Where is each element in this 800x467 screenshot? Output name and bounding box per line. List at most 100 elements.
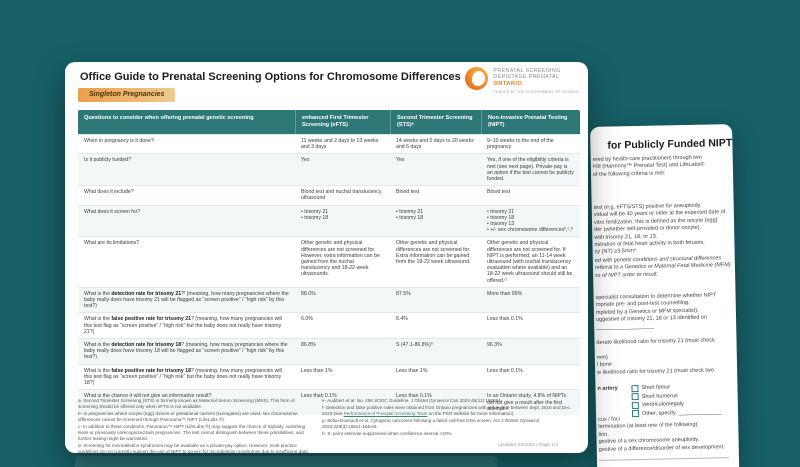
footnote-e: e- Audibert et al. No. 456 SOGC Guidelin… [322,398,502,403]
efts-cell: Other genetic and physical differences a… [301,240,380,278]
pso-logo: PRENATAL SCREENING DÉPISTAGE PRÉNATAL ON… [465,67,579,95]
table-row: What are its limitations? Other genetic … [78,236,580,287]
nipt-cell: 96.3% [487,342,502,349]
logo-line-fr: DÉPISTAGE PRÉNATAL [493,74,560,81]
table-row: Is it publicly funded? Yes Yes Yes, if o… [78,153,580,186]
sts-cell: Less than 0.1% [396,393,432,400]
sts-cell: Blood test [396,189,420,196]
page2-divider [598,457,729,461]
table-row: What does it screen for? • trisomy 21 • … [78,204,580,237]
question-cell: What does it include? [84,189,134,196]
table-row: When in pregnancy is it done? 11 weeks a… [78,134,580,154]
sts-cell: Other genetic and physical differences a… [396,240,471,266]
page2-criteria-list: test (e.g. eFTS/STS) positive for aneupl… [593,202,726,256]
footnote-g: g- Bellai-Dussault et al. Cytogenic outc… [322,417,540,429]
logo-line-en: PRENATAL SCREENING [493,68,561,74]
table-row: What is the detection rate for trisomy 2… [78,286,580,313]
footnote-h: h- S: point estimate suppressed when con… [322,430,453,436]
page2-likelihood-heading: derate likelihood ratio for trisomy 21 (… [596,337,715,346]
question-cell: What is the false positive rate for tris… [84,367,282,387]
nipt-cell: Other genetic and physical differences a… [487,240,573,284]
checkbox-icon [631,401,639,409]
sts-cell: S (47.1-86.8%)ʰ [396,342,433,349]
nipt-cell: Yes, if one of the eligibility criteria … [487,157,574,183]
question-cell: What are its limitations? [84,240,140,247]
artery-text-fragment: n artery [597,385,618,392]
efts-cell: Less than 0.1% [301,393,337,400]
checkbox-label: Short femur [641,384,671,391]
page2-eligibility-sheet: for Publicly Funded NIPT ered by health-… [590,124,740,467]
screening-options-table: Questions to consider when offering pren… [78,110,580,415]
checkbox-icon [631,393,639,401]
efts-cell: 11 weeks and 2 days to 13 weeks and 3 da… [301,138,379,151]
footnotes-right-column: e- Audibert et al. No. 456 SOGC Guidelin… [322,398,580,453]
checkbox-column: Short femur Short humerus Ventriculomega… [631,382,722,418]
nipt-cell: Blood test [487,189,511,196]
page-title: Office Guide to Prenatal Screening Optio… [80,71,461,83]
efts-cell: 86.8% [301,342,316,349]
logo-line-ontario: ONTARIO [493,80,523,87]
pso-logo-icon [465,67,489,90]
question-cell: When in pregnancy is it done? [84,138,154,144]
logo-line-funded: FUNDED BY THE GOVERNMENT OF ONTARIO [493,89,579,94]
performance-report-link[interactable]: Performance of Prenatal Screening Tests [343,410,428,416]
nipt-cell: Less than 0.1% [487,367,523,374]
sts-cell: 87.5% [396,290,411,297]
page2-title: for Publicly Funded NIPT [607,137,733,152]
question-cell: What is the detection rate for trisomy 2… [84,290,289,310]
table-row: What is the detection rate for trisomy 1… [78,338,580,364]
question-cell: What is the detection rate for trisomy 1… [84,342,288,361]
table-row: What is the false positive rate for tris… [78,363,580,390]
efts-cell: Blood test and nuchal translucency ultra… [301,189,382,202]
nipt-cell: 9–10 weeks to the end of the pregnancy [487,138,554,151]
nipt-cell: • trisomy 21 • trisomy 18 • trisomy 13 •… [487,208,573,234]
header-questions: Questions to consider when offering pren… [84,114,254,121]
singleton-pregnancies-badge: Singleton Pregnancies [78,88,176,102]
footnote-f: f- Detection and false positive rates we… [322,404,572,416]
efts-cell: • trisomy 21 • trisomy 18 [301,208,329,221]
sts-cell: 8.4% [396,316,408,323]
footnote-a: a- Second Trimester Screening (STS) is f… [78,398,295,410]
third-sheet-edge [75,456,497,467]
nipt-cell: Less than 0.1% [487,316,523,323]
page2-likelihood-items: mm) l bone w likelihood ratio for trisom… [596,354,714,376]
nipt-cell: In an Ontario study, 4.8% of NIPTs did n… [487,393,567,412]
checkbox-label: Ventriculomegaly [641,401,684,408]
table-row: What does it include? Blood test and nuc… [78,185,580,205]
page-footer: Updated 03/2025 | Page 1/2 [498,443,558,448]
footnote-d: d- Screening for microdeletion syndromes… [78,442,308,453]
efts-cell: 88.0% [301,290,316,297]
sts-cell: 14 weeks and 0 days to 20 weeks and 6 da… [396,138,474,151]
pso-logo-text: PRENATAL SCREENING DÉPISTAGE PRÉNATAL ON… [493,67,579,95]
nipt-cell: More than 99% [487,290,523,297]
sts-cell: • trisomy 21 • trisomy 18 [396,208,424,221]
footnote-b: b- In pregnancies where oocyte (egg) don… [78,410,298,423]
checkbox-label: Short humerus [641,392,678,400]
sts-cell: Less than 1% [396,367,428,374]
header-efts: enhanced First Trimester Screening (eFTS… [295,110,390,134]
question-cell: What is the false positive rate for tris… [84,316,282,335]
page2-italic-note: ed with genetic conditions and structura… [594,255,731,279]
footnotes: a- Second Trimester Screening (STS) is f… [78,398,580,453]
page2-intro-text: ered by health-care practitioners throug… [592,154,705,178]
page2-checkbox-section: n artery Short femur Short humerus Ventr… [597,382,735,418]
table-header-row: Questions to consider when offering pren… [78,110,580,134]
page2-section2-text: specialist consultation to determine whe… [595,292,717,331]
table-row: What is the chance it will not give an i… [78,389,580,415]
checkbox-icon [631,384,639,392]
table-row: What is the false positive rate for tris… [78,312,580,339]
question-cell: What is the chance it will not give an i… [84,393,212,400]
efts-cell: 6.0% [301,316,313,323]
footnote-c: c- In addition to these conditions, Pano… [78,423,306,442]
page2-bottom-text: cus / foci termination (at least one of … [598,416,725,453]
efts-cell: Less than 1% [301,367,333,374]
header-sts: Second Trimester Screening (STS)ᵃ [390,110,481,134]
question-cell: What does it screen for? [84,208,141,215]
question-cell: Is it publicly funded? [84,157,132,164]
efts-cell: Yes [301,157,310,164]
footnotes-left-column: a- Second Trimester Screening (STS) is f… [78,398,308,453]
page1-office-guide-sheet: Office Guide to Prenatal Screening Optio… [65,62,588,453]
sts-cell: Yes [396,157,405,164]
header-nipt: Non-Invasive Prenatal Testing (NIPT) [481,110,580,134]
